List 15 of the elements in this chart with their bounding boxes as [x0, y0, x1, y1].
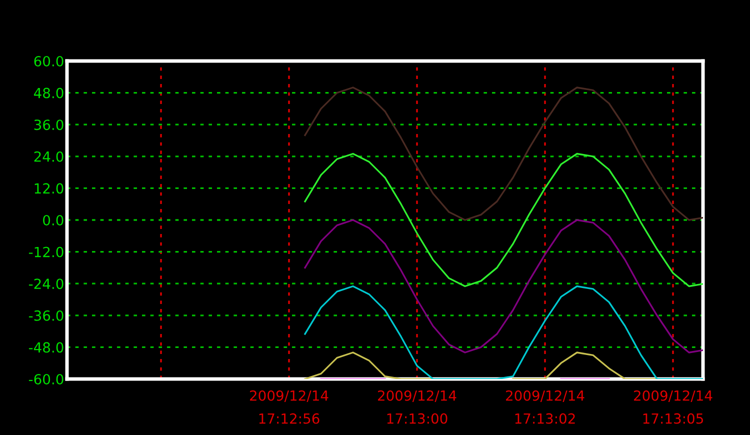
y-tick-label: -12.0	[28, 246, 64, 258]
y-tick-label: 60.0	[34, 56, 64, 66]
y-tick-label: -48.0	[28, 342, 64, 353]
x-tick-label: 2009/12/14 17:13:05	[634, 390, 712, 424]
x-tick-label: 2009/12/14 17:12:56	[250, 390, 328, 424]
y-tick-label: -60.0	[28, 374, 64, 384]
y-tick-label: -36.0	[28, 310, 64, 321]
y-tick-label: 48.0	[34, 88, 64, 98]
y-tick-label: 36.0	[34, 120, 64, 130]
y-tick-label: 0.0	[43, 214, 64, 226]
y-tick-label: -24.0	[28, 278, 64, 290]
y-tick-label: 12.0	[34, 183, 64, 194]
y-tick-label: 24.0	[34, 151, 64, 162]
x-tick-label: 2009/12/14 17:13:02	[506, 390, 584, 424]
x-tick-label: 2009/12/14 17:13:00	[378, 390, 456, 424]
